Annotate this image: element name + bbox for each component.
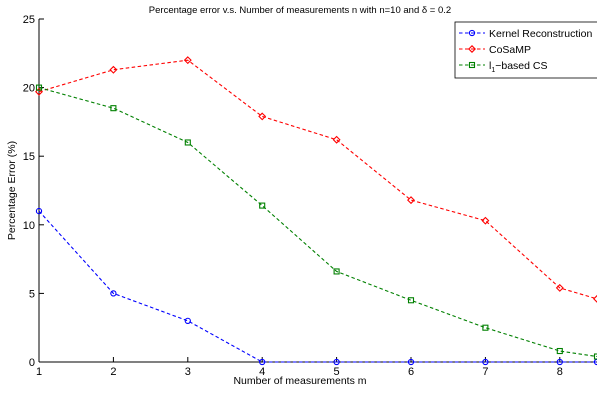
x-tick-label: 6 [408,366,414,378]
data-point [35,84,43,91]
legend-swatch-marker [468,61,476,69]
chart-title: Percentage error v.s. Number of measurem… [149,5,451,16]
x-tick-label: 3 [185,366,191,378]
legend-label: Kernel Reconstruction [489,28,592,40]
data-point [407,297,415,304]
x-tick-label: 4 [259,366,265,378]
data-point [110,105,117,112]
legend-item-2: l1−based CS [459,60,548,74]
series-line [38,87,597,358]
y-tick-label: 5 [29,288,35,300]
legend-swatch-marker [468,29,476,37]
x-axis-title: Number of measurements m [233,375,366,387]
data-point [481,216,490,225]
data-point [332,135,341,144]
y-tick-label: 10 [23,220,35,232]
y-tick-label: 0 [29,357,35,369]
data-point [259,202,266,209]
data-point [184,317,191,324]
x-axis-ticks: 1 2 3 4 5 6 7 8 [36,357,563,378]
series-line [38,210,597,363]
legend-item-0: Kernel Reconstruction [459,28,592,40]
data-point [482,324,489,331]
data-point [593,294,597,303]
legend-label: l1−based CS [489,60,548,74]
data-point [593,353,597,360]
x-tick-label: 5 [334,366,340,378]
data-point [407,196,415,205]
y-tick-label: 20 [23,83,35,95]
y-tick-label: 25 [23,14,35,26]
series-2 [35,84,597,360]
legend-label: CoSaMP [489,44,531,56]
y-axis-ticks: 0 5 10 15 20 25 [23,14,44,369]
data-point [183,56,192,65]
data-point [556,358,563,366]
series-line [38,59,597,300]
data-point [333,358,340,366]
data-point [258,112,267,121]
x-tick-label: 2 [110,366,116,378]
y-tick-label: 15 [23,151,35,163]
data-point [109,65,118,74]
data-point [482,358,489,366]
x-tick-label: 7 [482,366,488,378]
y-axis-title: Percentage Error (%) [6,141,18,240]
data-point [593,358,597,366]
data-point [407,358,415,366]
x-tick-label: 8 [557,366,563,378]
series-0 [35,207,597,366]
data-point [35,207,43,215]
data-point [259,358,266,366]
x-tick-label: 1 [36,366,42,378]
legend-swatch-marker [468,45,476,53]
legend-box [454,21,597,79]
data-point [110,290,117,297]
series-group [35,56,597,366]
data-point [555,283,564,292]
data-point [556,347,563,355]
series-1 [35,56,597,303]
data-point [333,268,340,275]
data-point [184,139,191,146]
legend-item-1: CoSaMP [459,44,531,56]
legend: Kernel Reconstruction CoSaMP l1−based CS [454,21,597,79]
